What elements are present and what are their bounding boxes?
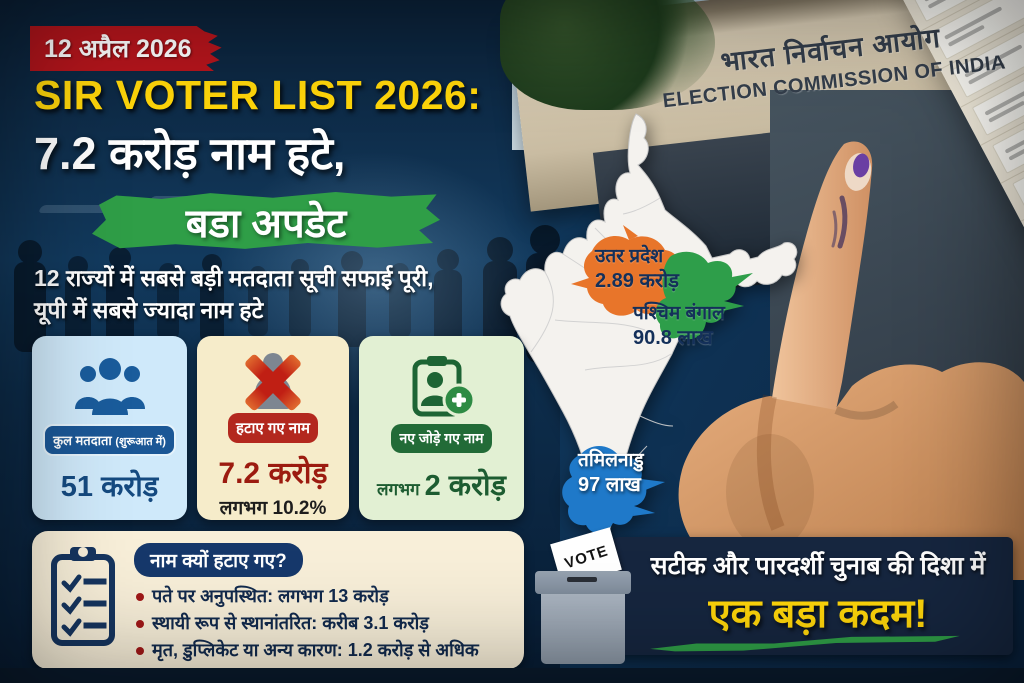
headline-subtitle: 7.2 करोड़ नाम हटे, xyxy=(34,128,346,179)
person-added-clipboard-icon xyxy=(407,348,477,424)
state-value: 97 लाख xyxy=(578,473,641,496)
card-total-voters: कुल मतदाता (शुरूआत में) 51 करोड़ xyxy=(32,336,187,520)
map-label-tamil-nadu: तमिलनाडु 97 लाख xyxy=(578,450,644,497)
reason-item: स्थायी रूप से स्थानांतरित: करीब 3.1 करोड… xyxy=(134,610,510,637)
reasons-list: पते पर अनुपस्थित: लगभग 13 करोड़ स्थायी र… xyxy=(134,583,510,664)
headline-highlight-brush: बडा अपडेट xyxy=(92,192,440,249)
footer-line1: सटीक और पारदर्शी चुनाब की दिशा में xyxy=(650,552,986,580)
card-label-pill: हटाए गए नाम xyxy=(228,413,318,443)
state-name: उतर प्रदेश xyxy=(595,246,664,267)
ballot-box-lid xyxy=(535,571,631,594)
card-note: लगभग 10.2% xyxy=(219,498,327,519)
reason-item: पते पर अनुपस्थित: लगभग 13 करोड़ xyxy=(134,583,510,610)
checklist-clipboard-icon xyxy=(46,543,120,657)
description-line2: यूपी में सबसे ज्यादा नाम हटे xyxy=(34,297,264,323)
ballot-box-body xyxy=(541,594,625,664)
bottom-strip xyxy=(0,668,1024,683)
person-removed-icon xyxy=(241,348,305,413)
state-value: 2.89 करोड़ xyxy=(595,269,679,292)
date-badge: 12 अप्रैल 2026 xyxy=(30,26,222,71)
description: 12 राज्यों में सबसे बड़ी मतदाता सूची सफा… xyxy=(34,262,433,326)
card-label-note: (शुरूआत में) xyxy=(115,436,166,448)
card-value-prefix: लगभग xyxy=(377,480,420,499)
state-tamil-nadu xyxy=(562,445,665,534)
reason-item: मृत, डुप्लिकेट या अन्य कारण: 1.2 करोड़ स… xyxy=(134,637,510,664)
card-value: लगभग 2 करोड़ xyxy=(377,465,506,504)
state-name: पश्चिम बंगाल xyxy=(633,303,725,324)
card-added-names: नए जोड़े गए नाम लगभग 2 करोड़ xyxy=(359,336,524,520)
state-west-bengal-region xyxy=(655,251,753,340)
ballot-box-slot xyxy=(567,577,597,582)
state-value: 90.8 लाख xyxy=(633,326,713,349)
footer-line2: एक बड़ा कदम! xyxy=(708,592,928,636)
state-uttar-pradesh xyxy=(571,225,681,316)
card-label: नए जोड़े गए नाम xyxy=(399,430,484,446)
india-map-svg xyxy=(500,113,798,537)
vote-label: VOTE xyxy=(562,541,610,573)
headline-highlight: बडा अपडेट xyxy=(185,201,347,246)
headline-title: SIR VOTER LIST 2026: xyxy=(34,72,482,118)
card-value-main: 2 करोड़ xyxy=(424,470,506,502)
people-group-icon xyxy=(74,348,146,424)
card-value: 7.2 करोड़ xyxy=(218,457,328,490)
removal-reasons-card: नाम क्यों हटाए गए? पते पर अनुपस्थित: लगभ… xyxy=(32,531,524,669)
stat-cards: कुल मतदाता (शुरूआत में) 51 करोड़ हटाए गए… xyxy=(32,336,524,520)
card-label-pill: नए जोड़े गए नाम xyxy=(391,424,492,453)
state-name: तमिलनाडु xyxy=(578,450,644,471)
tree-foliage xyxy=(500,0,715,110)
card-label: हटाए गए नाम xyxy=(236,420,310,437)
map-label-west-bengal: पश्चिम बंगाल 90.8 लाख xyxy=(633,303,725,350)
footer-panel xyxy=(613,537,1013,655)
india-map xyxy=(495,108,805,548)
card-label-pill: कुल मतदाता (शुरूआत में) xyxy=(43,424,176,456)
card-label: कुल मतदाता xyxy=(53,433,112,448)
card-removed-names: हटाए गए नाम 7.2 करोड़ लगभग 10.2% xyxy=(197,336,349,520)
ballot-box-icon: VOTE xyxy=(533,527,637,669)
description-line1: 12 राज्यों में सबसे बड़ी मतदाता सूची सफा… xyxy=(34,265,434,291)
inked-finger-hand-photo xyxy=(678,141,1024,580)
map-label-uttar-pradesh: उतर प्रदेश 2.89 करोड़ xyxy=(595,246,679,293)
reasons-title-pill: नाम क्यों हटाए गए? xyxy=(134,543,303,577)
card-value: 51 करोड़ xyxy=(60,471,159,503)
